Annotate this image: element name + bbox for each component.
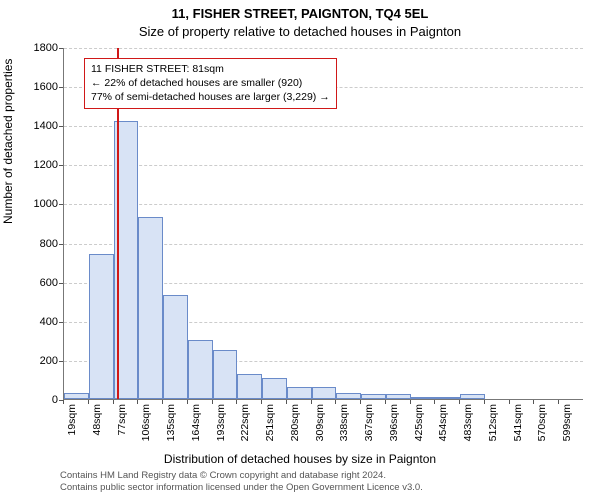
annotation-line: 11 FISHER STREET: 81sqm xyxy=(91,62,330,76)
y-axis-label: Number of detached properties xyxy=(1,59,15,224)
x-tick-label: 396sqm xyxy=(388,404,400,454)
histogram-bar xyxy=(460,394,485,399)
x-tick-mark xyxy=(286,400,287,404)
y-tick-label: 0 xyxy=(18,394,58,406)
y-tick-mark xyxy=(59,244,63,245)
x-tick-mark xyxy=(261,400,262,404)
x-tick-mark xyxy=(63,400,64,404)
y-tick-label: 1200 xyxy=(18,159,58,171)
y-tick-label: 1000 xyxy=(18,198,58,210)
y-tick-label: 800 xyxy=(18,238,58,250)
y-tick-mark xyxy=(59,87,63,88)
histogram-bar xyxy=(237,374,262,399)
x-tick-mark xyxy=(311,400,312,404)
gridline xyxy=(64,126,583,127)
y-tick-mark xyxy=(59,126,63,127)
x-tick-label: 425sqm xyxy=(413,404,425,454)
x-tick-label: 309sqm xyxy=(314,404,326,454)
x-tick-mark xyxy=(434,400,435,404)
histogram-bar xyxy=(411,397,436,399)
y-tick-mark xyxy=(59,283,63,284)
gridline xyxy=(64,165,583,166)
y-tick-label: 600 xyxy=(18,277,58,289)
x-tick-mark xyxy=(113,400,114,404)
annotation-line: 77% of semi-detached houses are larger (… xyxy=(91,90,330,104)
x-tick-label: 280sqm xyxy=(289,404,301,454)
histogram-bar xyxy=(312,387,337,399)
x-tick-label: 512sqm xyxy=(487,404,499,454)
x-tick-label: 367sqm xyxy=(363,404,375,454)
x-tick-mark xyxy=(410,400,411,404)
gridline xyxy=(64,204,583,205)
x-tick-mark xyxy=(558,400,559,404)
x-tick-mark xyxy=(484,400,485,404)
histogram-bar xyxy=(163,295,188,399)
histogram-bar xyxy=(213,350,238,399)
x-tick-label: 193sqm xyxy=(215,404,227,454)
x-tick-label: 222sqm xyxy=(239,404,251,454)
plot-area: 11 FISHER STREET: 81sqm← 22% of detached… xyxy=(63,48,583,400)
x-tick-label: 454sqm xyxy=(437,404,449,454)
x-tick-label: 541sqm xyxy=(512,404,524,454)
attribution-footer: Contains HM Land Registry data © Crown c… xyxy=(60,470,423,494)
y-tick-mark xyxy=(59,204,63,205)
x-axis-label: Distribution of detached houses by size … xyxy=(0,452,600,466)
x-tick-label: 251sqm xyxy=(264,404,276,454)
y-tick-label: 1400 xyxy=(18,120,58,132)
x-tick-label: 135sqm xyxy=(165,404,177,454)
footer-line: Contains HM Land Registry data © Crown c… xyxy=(60,470,423,482)
annotation-line: ← 22% of detached houses are smaller (92… xyxy=(91,76,330,90)
histogram-bar xyxy=(336,393,361,399)
y-tick-mark xyxy=(59,165,63,166)
x-tick-label: 338sqm xyxy=(338,404,350,454)
gridline xyxy=(64,48,583,49)
x-tick-mark xyxy=(187,400,188,404)
histogram-bar xyxy=(361,394,386,399)
x-tick-mark xyxy=(533,400,534,404)
x-tick-label: 106sqm xyxy=(140,404,152,454)
histogram-bar xyxy=(64,393,89,399)
histogram-bar xyxy=(138,217,163,399)
x-tick-mark xyxy=(385,400,386,404)
histogram-bar xyxy=(287,387,312,399)
x-tick-mark xyxy=(137,400,138,404)
x-tick-label: 483sqm xyxy=(462,404,474,454)
x-tick-mark xyxy=(360,400,361,404)
histogram-bar xyxy=(262,378,287,400)
histogram-bar xyxy=(435,397,460,399)
y-tick-label: 1600 xyxy=(18,81,58,93)
x-tick-label: 48sqm xyxy=(91,404,103,454)
x-tick-mark xyxy=(335,400,336,404)
x-tick-mark xyxy=(236,400,237,404)
x-tick-mark xyxy=(88,400,89,404)
x-tick-label: 599sqm xyxy=(561,404,573,454)
chart-title: 11, FISHER STREET, PAIGNTON, TQ4 5EL xyxy=(0,6,600,21)
x-tick-mark xyxy=(212,400,213,404)
histogram-bar xyxy=(89,254,114,399)
x-tick-label: 77sqm xyxy=(116,404,128,454)
x-tick-label: 19sqm xyxy=(66,404,78,454)
x-tick-mark xyxy=(162,400,163,404)
footer-line: Contains public sector information licen… xyxy=(60,482,423,494)
chart-container: { "title_line1": "11, FISHER STREET, PAI… xyxy=(0,0,600,500)
y-tick-label: 200 xyxy=(18,355,58,367)
y-tick-label: 1800 xyxy=(18,42,58,54)
x-tick-mark xyxy=(459,400,460,404)
histogram-bar xyxy=(386,394,411,399)
y-tick-mark xyxy=(59,48,63,49)
x-tick-mark xyxy=(509,400,510,404)
x-tick-label: 570sqm xyxy=(536,404,548,454)
annotation-box: 11 FISHER STREET: 81sqm← 22% of detached… xyxy=(84,58,337,109)
y-tick-mark xyxy=(59,322,63,323)
x-tick-label: 164sqm xyxy=(190,404,202,454)
histogram-bar xyxy=(188,340,213,399)
y-tick-label: 400 xyxy=(18,316,58,328)
y-tick-mark xyxy=(59,361,63,362)
chart-subtitle: Size of property relative to detached ho… xyxy=(0,24,600,39)
